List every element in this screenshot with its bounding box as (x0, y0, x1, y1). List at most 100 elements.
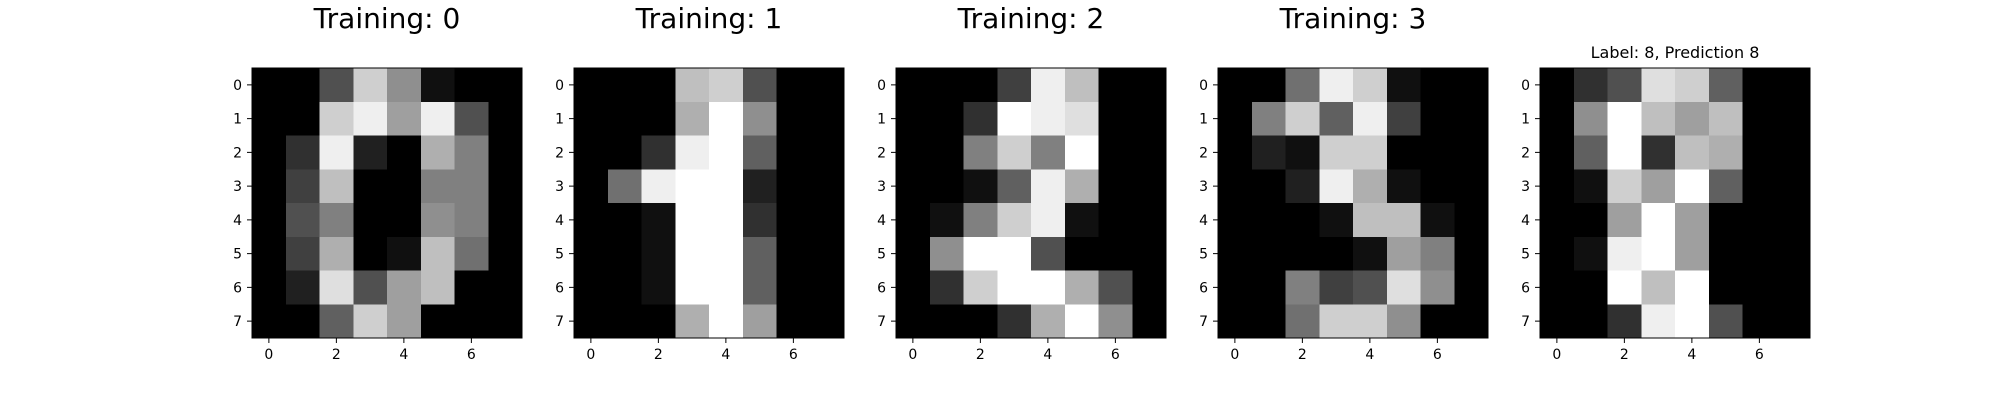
pixel-cell (1607, 101, 1642, 137)
pixel-cell (896, 270, 931, 305)
pixel-cell (319, 203, 354, 238)
pixel-cell (1607, 169, 1642, 204)
pixel-cell (810, 68, 845, 103)
pixel-cell (1742, 236, 1777, 272)
pixel-cell (1776, 135, 1811, 170)
pixel-cell (896, 203, 931, 238)
pixel-cell (1353, 203, 1388, 238)
pixel-cell (574, 203, 609, 238)
pixel-cell (675, 68, 710, 103)
y-tick-label: 1 (233, 112, 242, 128)
pixel-cell (997, 169, 1032, 204)
pixel-cell (1031, 203, 1066, 238)
pixel-cell (1319, 68, 1354, 103)
pixel-cell (963, 270, 998, 305)
pixel-cell (1540, 68, 1575, 103)
pixel-cell (929, 101, 965, 137)
pixel-cell (1641, 236, 1676, 272)
pixel-cell (1218, 135, 1253, 170)
pixel-cell (963, 101, 998, 137)
pixel-cell (1641, 169, 1676, 204)
pixel-cell (1386, 101, 1422, 137)
pixel-cell (1573, 270, 1609, 305)
pixel-cell (1098, 101, 1133, 137)
pixel-cell (607, 236, 643, 272)
x-tick-label: 2 (976, 347, 985, 363)
pixel-cell (1675, 270, 1710, 305)
y-tick-label: 7 (233, 314, 242, 330)
pixel-cell (1573, 169, 1609, 204)
pixel-cell (1218, 101, 1253, 137)
pixel-cell (742, 203, 778, 238)
pixel-cell (1285, 68, 1320, 103)
pixel-cell (1064, 101, 1100, 137)
pixel-cell (1540, 203, 1575, 238)
subplot-title: Label: 8, Prediction 8 (1591, 43, 1760, 62)
y-tick-label: 5 (555, 247, 564, 263)
pixel-cell (1353, 101, 1388, 137)
pixel-cell (1540, 304, 1575, 339)
pixel-cell (675, 169, 710, 204)
pixel-cell (1573, 68, 1609, 103)
pixel-cell (776, 68, 811, 103)
pixel-cell (997, 304, 1032, 339)
pixel-cell (1218, 169, 1253, 204)
pixel-cell (997, 203, 1032, 238)
pixel-cell (1540, 169, 1575, 204)
y-tick-label: 3 (1199, 179, 1208, 195)
pixel-cell (896, 169, 931, 204)
x-tick-label: 6 (789, 347, 798, 363)
pixel-cell (1742, 101, 1777, 137)
pixel-cell (1641, 270, 1676, 305)
y-tick-label: 1 (877, 112, 886, 128)
pixel-cell (1641, 304, 1676, 339)
pixel-cell (997, 236, 1032, 272)
y-tick-label: 2 (1199, 145, 1208, 161)
pixel-cell (1285, 135, 1320, 170)
pixel-cell (319, 304, 354, 339)
pixel-cell (776, 203, 811, 238)
pixel-cell (929, 169, 965, 204)
pixel-cell (1573, 236, 1609, 272)
pixel-grid (896, 68, 1167, 339)
pixel-cell (1098, 270, 1133, 305)
pixel-cell (675, 101, 710, 137)
pixel-cell (1218, 236, 1253, 272)
y-tick-label: 6 (233, 280, 242, 296)
pixel-cell (488, 135, 523, 170)
pixel-cell (997, 270, 1032, 305)
pixel-cell (675, 203, 710, 238)
x-tick-label: 0 (908, 347, 917, 363)
pixel-cell (574, 270, 609, 305)
pixel-cell (1132, 203, 1167, 238)
pixel-cell (353, 169, 388, 204)
pixel-cell (285, 203, 321, 238)
pixel-cell (607, 169, 643, 204)
pixel-cell (1285, 169, 1320, 204)
pixel-cell (285, 135, 321, 170)
pixel-cell (997, 101, 1032, 137)
pixel-cell (1742, 203, 1777, 238)
y-tick-label: 6 (1521, 280, 1530, 296)
axes-frame (895, 67, 1167, 339)
pixel-cell (963, 203, 998, 238)
pixel-cell (1386, 68, 1422, 103)
pixel-cell (387, 169, 422, 204)
pixel-cell (1607, 270, 1642, 305)
y-tick-label: 0 (877, 78, 886, 94)
pixel-cell (641, 169, 676, 204)
pixel-cell (574, 135, 609, 170)
pixel-cell (1776, 270, 1811, 305)
pixel-cell (810, 203, 845, 238)
pixel-cell (1607, 236, 1642, 272)
pixel-cell (1420, 68, 1455, 103)
pixel-cell (319, 236, 354, 272)
subplot-1: Training: 1 0 2 4 6 0 1 2 3 4 5 6 7 (555, 2, 845, 363)
pixel-cell (1708, 135, 1744, 170)
y-tick-label: 1 (1521, 112, 1530, 128)
pixel-cell (1420, 101, 1455, 137)
pixel-cell (1031, 101, 1066, 137)
pixel-cell (1251, 135, 1287, 170)
pixel-cell (454, 68, 489, 103)
y-tick-label: 3 (877, 179, 886, 195)
